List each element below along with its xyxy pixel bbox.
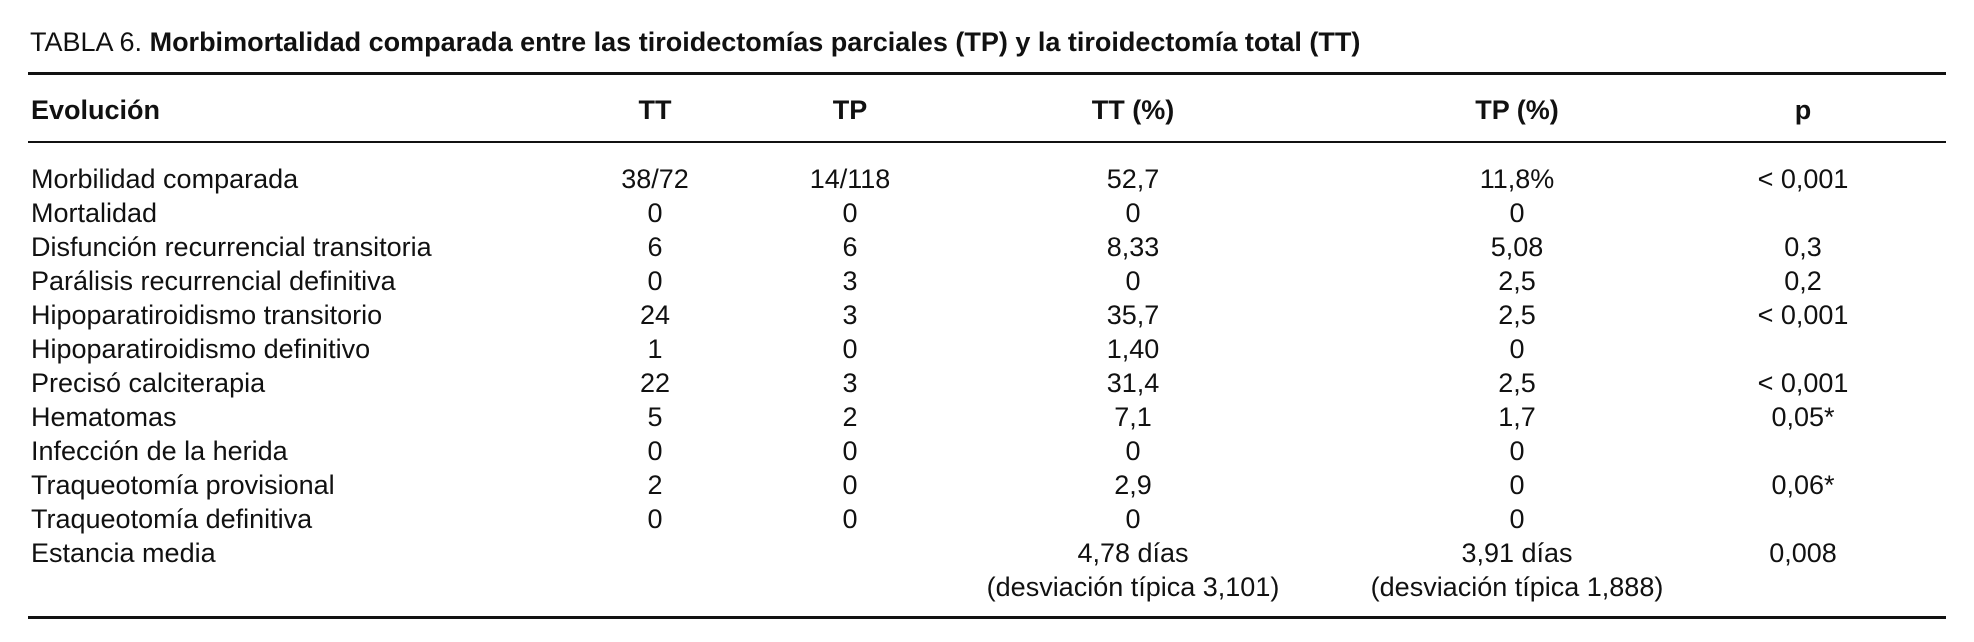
table-cell: 0 [1125, 436, 1141, 466]
table-cell: 22 [639, 368, 671, 398]
table-cell: 3 [842, 368, 858, 398]
table-cell: 0 [1509, 470, 1525, 500]
table-cell: 0 [1509, 504, 1525, 534]
table-cell: 0 [1125, 266, 1141, 296]
header-cell: TP [832, 95, 868, 125]
row-label: Disfunción recurrencial transitoria [31, 232, 432, 262]
table-cell: 0 [1509, 198, 1525, 228]
table-cell: 1,40 [1106, 334, 1160, 364]
table-cell: 0 [647, 436, 663, 466]
table-cell: 3 [842, 300, 858, 330]
header-cell: TP (%) [1475, 95, 1559, 125]
table-cell: 0 [842, 334, 858, 364]
table-cell: 0 [842, 470, 858, 500]
table-cell: 3,91 días [1461, 538, 1573, 568]
row-label: Precisó calciterapia [31, 368, 266, 398]
table-cell: 2,5 [1498, 266, 1536, 296]
table-cell: 6 [647, 232, 663, 262]
table-cell: (desviación típica 1,888) [1370, 572, 1664, 602]
row-label: Morbilidad comparada [31, 164, 299, 194]
header-cell: TT (%) [1091, 95, 1175, 125]
table-cell: 0 [647, 198, 663, 228]
table-cell: 7,1 [1114, 402, 1152, 432]
table-cell: 0 [1125, 504, 1141, 534]
table-cell: 0 [842, 436, 858, 466]
table-cell: 0 [842, 198, 858, 228]
table-cell: 0,3 [1784, 232, 1822, 262]
row-label: Traqueotomía provisional [31, 470, 335, 500]
table-cell: 0 [647, 504, 663, 534]
table-cell: 2,9 [1114, 470, 1152, 500]
table-cell: 0 [842, 504, 858, 534]
row-label: Estancia media [31, 538, 216, 568]
table-cell: 0 [1509, 334, 1525, 364]
table-cell: (desviación típica 3,101) [986, 572, 1280, 602]
table-cell: 35,7 [1106, 300, 1160, 330]
table-cell: 2,5 [1498, 300, 1536, 330]
table-cell: 8,33 [1106, 232, 1160, 262]
table-cell: 5 [647, 402, 663, 432]
table-cell: 4,78 días [1077, 538, 1189, 568]
table-title: TABLA 6. Morbimortalidad comparada entre… [30, 27, 1360, 58]
table-cell: 2 [647, 470, 663, 500]
table-caption: Morbimortalidad comparada entre las tiro… [149, 27, 1361, 57]
table-cell: < 0,001 [1757, 300, 1849, 330]
header-cell: TT [638, 95, 672, 125]
table-cell: 1,7 [1498, 402, 1536, 432]
table-cell: 14/118 [809, 164, 891, 194]
bottom-rule [28, 616, 1946, 619]
row-label: Hematomas [31, 402, 177, 432]
table-cell: 0,05* [1771, 402, 1835, 432]
table-cell: 0 [647, 266, 663, 296]
table-cell: 38/72 [621, 164, 689, 194]
table-cell: 11,8% [1479, 164, 1555, 194]
table-cell: 6 [842, 232, 858, 262]
table-cell: 0 [1509, 436, 1525, 466]
row-label: Infección de la herida [31, 436, 288, 466]
row-label: Hipoparatiroidismo definitivo [31, 334, 371, 364]
table-label: TABLA 6. [30, 27, 143, 57]
table-cell: 0,008 [1769, 538, 1837, 568]
row-label: Traqueotomía definitiva [31, 504, 313, 534]
table-cell: 31,4 [1106, 368, 1160, 398]
row-label: Parálisis recurrencial definitiva [31, 266, 396, 296]
table-cell: 1 [647, 334, 663, 364]
header-rule [28, 141, 1946, 143]
table-cell: 2 [842, 402, 858, 432]
table-cell: 5,08 [1490, 232, 1544, 262]
table-cell: 24 [639, 300, 671, 330]
table-cell: < 0,001 [1757, 164, 1849, 194]
table-cell: 2,5 [1498, 368, 1536, 398]
header-cell: Evolución [31, 95, 161, 125]
header-cell: p [1794, 95, 1812, 125]
table-cell: 52,7 [1106, 164, 1160, 194]
row-label: Mortalidad [31, 198, 158, 228]
table-cell: 0,06* [1771, 470, 1835, 500]
table-cell: 0,2 [1784, 266, 1822, 296]
table-cell: 0 [1125, 198, 1141, 228]
table-cell: 3 [842, 266, 858, 296]
row-label: Hipoparatiroidismo transitorio [31, 300, 383, 330]
top-rule [28, 72, 1946, 75]
table-cell: < 0,001 [1757, 368, 1849, 398]
